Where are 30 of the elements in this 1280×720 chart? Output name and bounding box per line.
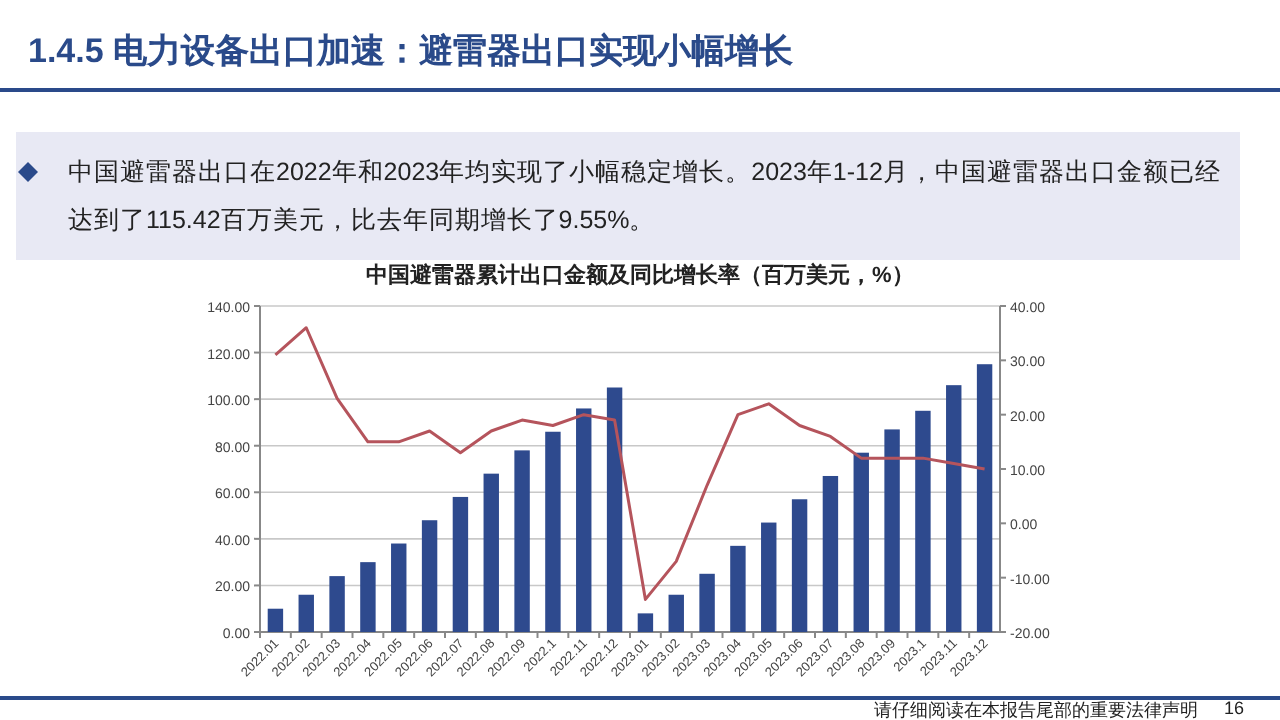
bar <box>483 473 499 632</box>
bar <box>298 594 314 632</box>
chart-title: 1.4.5 电力设备出口加速：避雷器出口实现小幅增长 <box>28 30 794 74</box>
text: 16 <box>1224 698 1245 718</box>
bar <box>606 387 623 632</box>
bar <box>668 594 684 632</box>
bar <box>545 431 561 632</box>
bar <box>853 452 869 632</box>
bar <box>514 450 530 632</box>
bar <box>452 496 469 632</box>
bar <box>576 408 592 632</box>
text: 中国避雷器累计出口金额及同比增长率（百万美元，%） <box>366 260 914 290</box>
bar <box>915 410 931 632</box>
bar <box>637 613 654 632</box>
bar <box>699 573 715 632</box>
text: 请仔细阅读在本报告尾部的重要法律声明 <box>874 698 1198 720</box>
bar <box>761 522 777 632</box>
bar <box>946 385 962 632</box>
bar <box>267 608 284 632</box>
bar <box>421 520 438 632</box>
bar <box>791 499 808 632</box>
chart-subtitle: 中国避雷器出口在2022年和2023年均实现了小幅稳定增长。2023年1-12月，中国避雷器出口金额已经达到了115.42百万美元，比去年同期增长了9.55%。 <box>16 132 1240 260</box>
bar <box>976 364 993 632</box>
bar <box>391 543 407 632</box>
bar <box>822 475 839 632</box>
bar <box>730 545 746 632</box>
bar <box>360 562 376 632</box>
bar <box>329 576 345 632</box>
line-series <box>273 326 987 601</box>
bar <box>884 429 900 632</box>
